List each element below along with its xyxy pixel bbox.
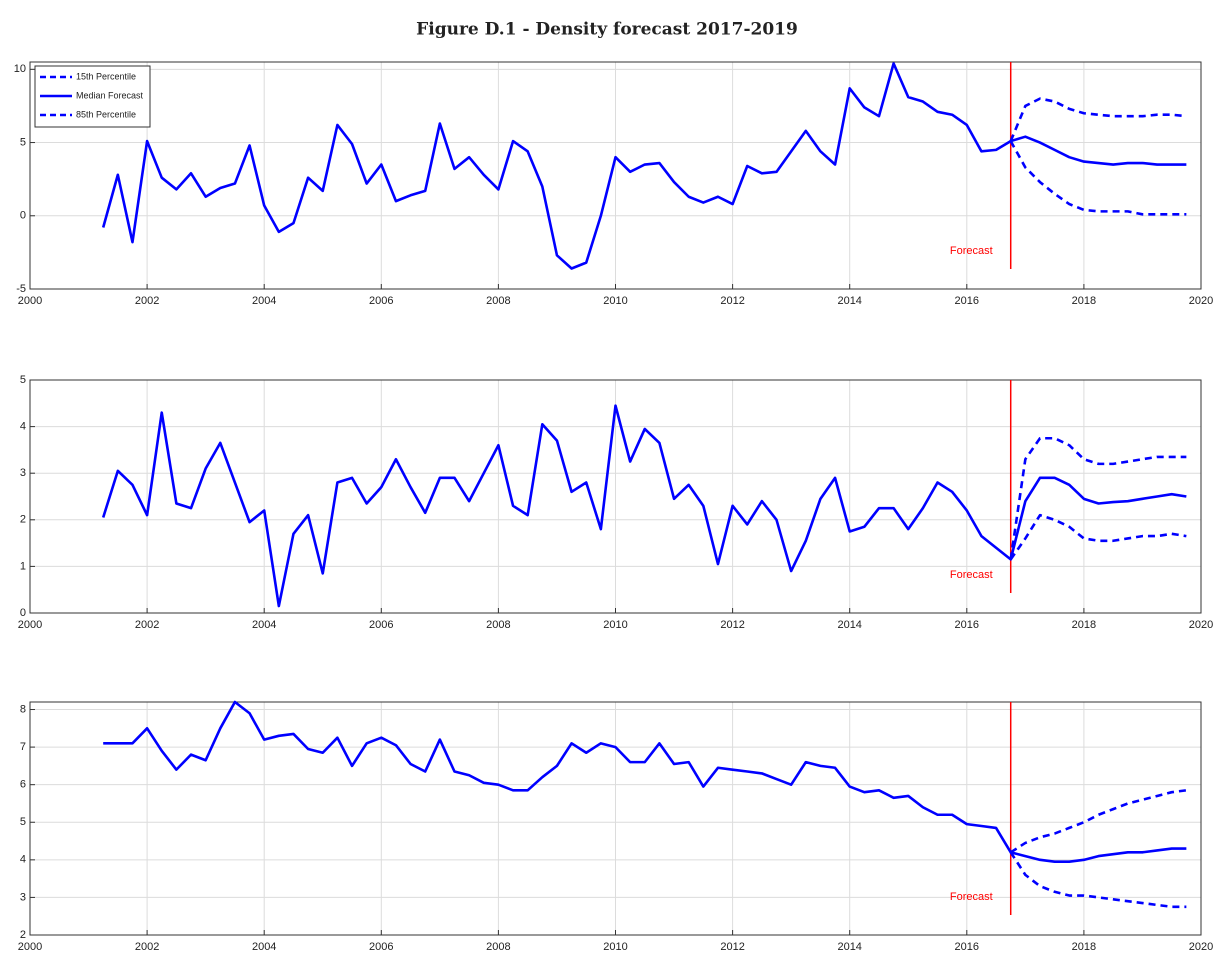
y-tick-label: 5: [20, 816, 26, 828]
x-tick-label: 2018: [1072, 941, 1096, 953]
y-tick-label: 3: [20, 891, 26, 903]
x-tick-label: 2010: [603, 941, 627, 953]
y-tick-label: 7: [20, 741, 26, 753]
series-line: [101, 404, 1187, 608]
plot-frame: [29, 61, 1202, 290]
plot-frame: [29, 701, 1202, 936]
x-tick-label: 2020: [1189, 295, 1213, 307]
series-line: [103, 700, 1187, 864]
y-tick-label: 10: [14, 63, 26, 75]
series-line: [1009, 97, 1187, 142]
y-tick-label: 2: [20, 514, 26, 526]
y-tick-label: 4: [20, 854, 26, 866]
forecast-label: Forecast: [950, 245, 993, 257]
x-tick-label: 2020: [1189, 619, 1213, 631]
legend-label: 15th Percentile: [76, 71, 136, 81]
x-tick-label: 2004: [252, 619, 276, 631]
subplot: 2000 2002 2004 2006 2008 2010 2012 2014 2016 2018…: [18, 700, 1213, 953]
series-line: [1010, 789, 1187, 854]
x-tick-label: 2016: [955, 941, 979, 953]
x-tick-label: 2014: [837, 295, 861, 307]
y-tick-label: 4: [20, 421, 26, 433]
x-tick-label: 2000: [18, 941, 42, 953]
forecast-label: Forecast: [950, 891, 993, 903]
x-tick-label: 2014: [837, 619, 861, 631]
x-tick-label: 2006: [369, 941, 393, 953]
x-tick-label: 2002: [135, 295, 159, 307]
x-tick-label: 2008: [486, 941, 510, 953]
subplot: 2000 2002 2004 2006 2008 2010 2012 2014 2016 2018…: [18, 374, 1213, 631]
y-tick-label: 3: [20, 467, 26, 479]
x-tick-label: 2002: [135, 941, 159, 953]
x-tick-label: 2020: [1189, 941, 1213, 953]
y-tick-label: -5: [16, 283, 26, 295]
x-tick-label: 2012: [720, 941, 744, 953]
y-tick-label: 6: [20, 779, 26, 791]
series-line: [101, 62, 1187, 270]
x-tick-label: 2016: [955, 295, 979, 307]
series-line: [1009, 513, 1187, 561]
x-tick-label: 2012: [720, 619, 744, 631]
x-tick-label: 2010: [603, 619, 627, 631]
x-tick-label: 2018: [1072, 619, 1096, 631]
subplot: 2000 2002 2004 2006 2008 2010 2012 2014 2016 2018…: [14, 61, 1213, 307]
x-tick-label: 2002: [135, 619, 159, 631]
x-tick-label: 2006: [369, 295, 393, 307]
figure-title: Figure D.1 - Density forecast 2017-2019: [416, 20, 798, 40]
x-tick-label: 2008: [486, 619, 510, 631]
x-tick-label: 2008: [486, 295, 510, 307]
x-tick-label: 2012: [720, 295, 744, 307]
x-tick-label: 2014: [837, 941, 861, 953]
x-tick-label: 2006: [369, 619, 393, 631]
y-tick-label: 0: [20, 210, 26, 222]
legend-label: Median Forecast: [76, 90, 144, 100]
series-line: [1009, 140, 1187, 216]
y-tick-label: 2: [20, 929, 26, 941]
x-tick-label: 2000: [18, 619, 42, 631]
y-tick-label: 8: [20, 703, 26, 715]
x-tick-label: 2010: [603, 295, 627, 307]
forecast-label: Forecast: [950, 569, 993, 581]
y-tick-label: 0: [20, 607, 26, 619]
legend-label: 85th Percentile: [76, 109, 136, 119]
y-tick-label: 5: [20, 374, 26, 386]
series-line: [1009, 436, 1187, 560]
plot-frame: [29, 379, 1202, 614]
x-tick-label: 2016: [955, 619, 979, 631]
y-tick-label: 1: [20, 560, 26, 572]
x-tick-label: 2004: [252, 941, 276, 953]
y-tick-label: 5: [20, 136, 26, 148]
x-tick-label: 2000: [18, 295, 42, 307]
x-tick-label: 2004: [252, 295, 276, 307]
x-tick-label: 2018: [1072, 295, 1096, 307]
